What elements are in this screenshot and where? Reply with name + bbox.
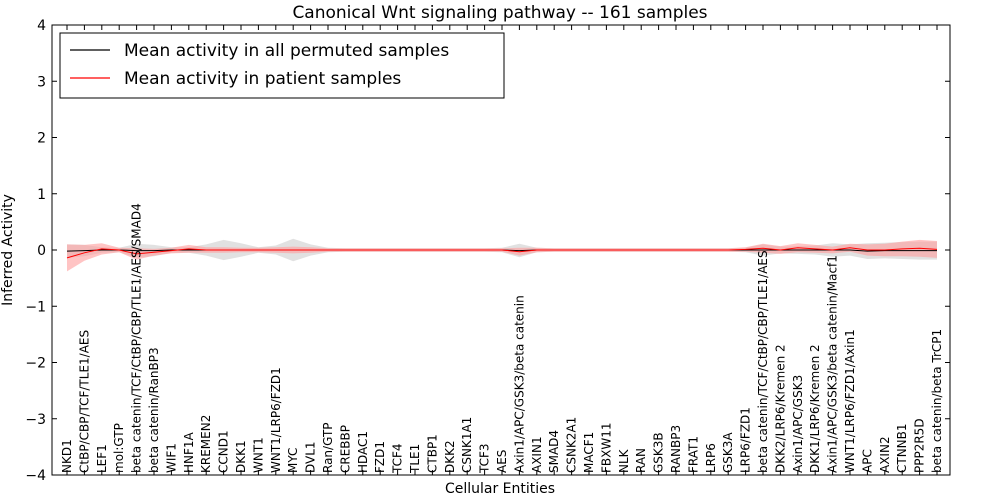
legend-label-permuted: Mean activity in all permuted samples <box>124 41 449 61</box>
x-category-label: CTNNB1 <box>895 423 909 473</box>
x-category-label: WNT1 <box>251 437 265 473</box>
x-category-label: RANBP3 <box>669 425 683 473</box>
chart-title: Canonical Wnt signaling pathway -- 161 s… <box>292 3 707 23</box>
x-category-label: beta catenin/TCF/CtBP/CBP/TLE1/AES/SMAD4 <box>130 203 144 473</box>
x-category-label: CSNK2A1 <box>565 417 579 473</box>
x-category-label: DKK1/LRP6/Kremen 2 <box>808 344 822 473</box>
x-category-label: LEF1 <box>95 444 109 473</box>
band-series-1 <box>67 239 937 272</box>
x-category-label: AXIN2 <box>878 436 892 473</box>
y-tick-label: −1 <box>25 299 46 315</box>
x-category-label: LRP6/FZD1 <box>739 407 753 473</box>
x-category-label: HNF1A <box>182 431 196 473</box>
series-lines <box>66 247 938 259</box>
x-category-label: CREBBP <box>338 425 352 473</box>
x-category-label: MYC <box>286 448 300 473</box>
x-category-label: DKK2/LRP6/Kremen 2 <box>773 344 787 473</box>
y-tick-label: 2 <box>37 131 46 147</box>
x-category-label: TCF3 <box>478 443 492 474</box>
x-category-label: HDAC1 <box>356 431 370 473</box>
x-category-label: GSK3A <box>721 432 735 473</box>
plot-frame <box>51 24 951 476</box>
x-category-label: APC <box>860 449 874 473</box>
y-axis-label: Inferred Activity <box>0 194 16 306</box>
legend-box <box>59 32 505 99</box>
y-tick-label: 3 <box>37 74 46 90</box>
x-category-label: KREMEN2 <box>199 415 213 473</box>
y-tick-label: −4 <box>25 468 46 484</box>
x-category-label: Axin1/APC/GSK3 <box>791 375 805 473</box>
x-category-label: FRAT1 <box>686 436 700 473</box>
x-category-label: AXIN1 <box>530 436 544 473</box>
x-category-label: WIF1 <box>164 443 178 473</box>
x-category-label: FZD1 <box>373 441 387 473</box>
x-category-label: AES <box>495 450 509 473</box>
y-tick-label: 1 <box>37 187 46 203</box>
x-category-label: PPP2R5D <box>913 418 927 473</box>
x-category-label: TCF4 <box>391 443 405 474</box>
y-tick-label: 4 <box>37 18 46 34</box>
confidence-bands <box>67 238 937 272</box>
x-category-label: CSNK1A1 <box>460 417 474 473</box>
x-category-label: GSK3B <box>652 432 666 473</box>
x-category-label: NKD1 <box>60 439 74 473</box>
x-category-label: Ran/GTP <box>321 422 335 473</box>
x-category-label: RAN <box>634 448 648 473</box>
x-category-label: Axin1/APC/GSK3/beta catenin <box>512 295 526 473</box>
line-series-1 <box>66 247 938 259</box>
y-tick-label: −2 <box>25 356 46 372</box>
x-category-label: WNT1/LRP6/FZD1 <box>269 367 283 473</box>
x-category-label: DKK1 <box>234 440 248 473</box>
x-category-label: FBXW11 <box>599 423 613 474</box>
x-axis-category-labels: NKD1 CtBP/CBP/TCF/TLE1/AES LEF1 mol:GTP beta… <box>60 25 944 475</box>
x-category-label: CtBP/CBP/TCF/TLE1/AES <box>77 330 91 473</box>
x-category-label: CTBP1 <box>425 434 439 473</box>
y-tick-label: −3 <box>25 412 46 428</box>
legend-label-patient: Mean activity in patient samples <box>124 69 401 89</box>
x-category-label: beta catenin/TCF/CtBP/CBP/TLE1/AES <box>756 250 770 473</box>
legend: Mean activity in all permuted samples Me… <box>59 32 505 99</box>
x-category-label: DKK2 <box>443 440 457 473</box>
x-category-label: MACF1 <box>582 432 596 473</box>
x-category-label: SMAD4 <box>547 430 561 473</box>
y-axis-ticks: 4 3 2 1 0 −1 −2 −3 −4 <box>25 18 950 484</box>
x-category-label: LRP6 <box>704 443 718 473</box>
x-category-label: TLE1 <box>408 444 422 474</box>
x-category-label: DVL1 <box>304 441 318 473</box>
x-category-label: Axin1/APC/GSK3/beta catenin/Macf1 <box>826 255 840 473</box>
x-category-label: mol:GTP <box>112 423 126 473</box>
x-category-label: beta catenin/RanBP3 <box>147 347 161 473</box>
x-category-label: NLK <box>617 448 631 473</box>
x-category-label: beta catenin/beta TrCP1 <box>930 329 944 473</box>
x-category-label: CCND1 <box>217 430 231 473</box>
y-tick-label: 0 <box>37 243 46 259</box>
x-category-label: WNT1/LRP6/FZD1/Axin1 <box>843 329 857 473</box>
x-axis-label: Cellular Entities <box>445 481 555 497</box>
